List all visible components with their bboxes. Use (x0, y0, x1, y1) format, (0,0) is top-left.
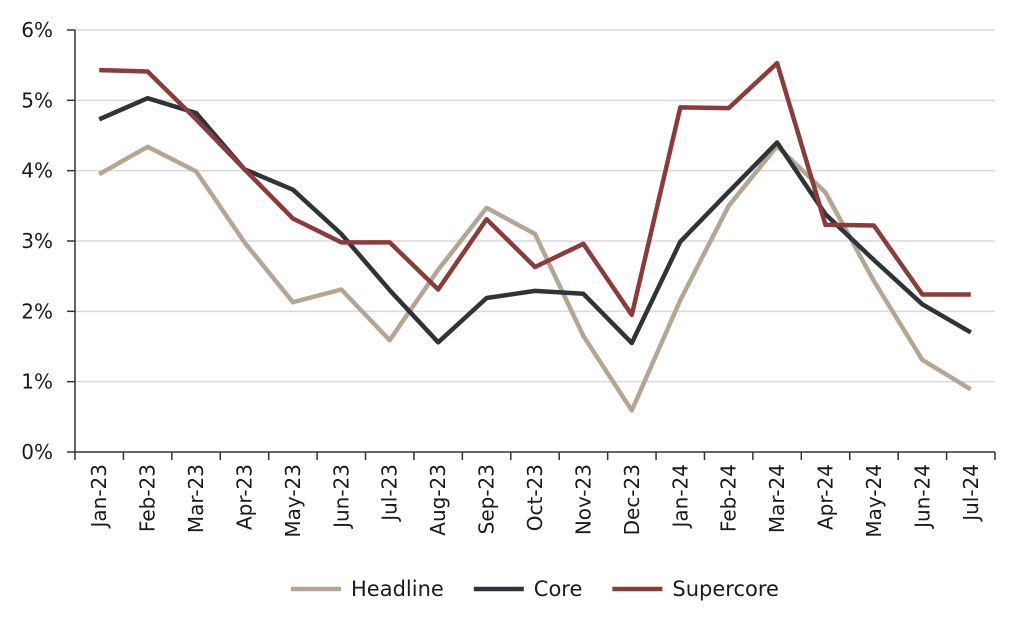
y-tick-label: 6% (21, 18, 53, 42)
x-tick-label: Jan-24 (668, 464, 692, 530)
x-tick-label: Oct-23 (523, 464, 547, 531)
legend-label: Headline (351, 577, 444, 601)
x-tick-label: Sep-23 (475, 464, 499, 534)
series-line-supercore (99, 60, 971, 318)
legend-item-headline: Headline (291, 577, 444, 601)
x-tick-label: Mar-23 (184, 464, 208, 533)
x-tick-label: Jul-24 (959, 464, 983, 523)
x-tick-label: May-24 (862, 464, 886, 538)
y-tick-label: 0% (21, 440, 53, 464)
series-lines (98, 60, 972, 413)
y-tick-label: 1% (21, 370, 53, 394)
x-tick-label: Aug-23 (426, 464, 450, 536)
y-tick-label: 3% (21, 229, 53, 253)
legend-item-supercore: Supercore (612, 577, 779, 601)
x-tick-label: Feb-23 (136, 464, 160, 532)
x-tick-label: Apr-23 (232, 464, 256, 530)
x-tick-label: May-23 (281, 464, 305, 538)
x-axis: Jan-23 Feb-23 Mar-23 Apr-23 May-23 Jun-23 Jul-… (74, 451, 996, 538)
series-line-headline (98, 143, 972, 413)
legend-label: Core (534, 577, 583, 601)
x-tick-label: Nov-23 (571, 464, 595, 535)
x-tick-label: Jul-23 (378, 464, 402, 523)
y-axis: 0% 1% 2% 3% 4% 5% 6% (21, 18, 76, 464)
x-tick-label: Mar-24 (765, 464, 789, 533)
x-tick-label: Dec-23 (620, 464, 644, 535)
x-tick-label: Apr-24 (814, 464, 838, 530)
y-tick-label: 4% (21, 159, 53, 183)
legend-item-core: Core (473, 577, 583, 601)
x-tick-label: Jun-24 (910, 464, 934, 530)
x-tick-label: Jan-23 (87, 464, 111, 530)
legend-label: Supercore (672, 577, 779, 601)
y-tick-label: 2% (21, 299, 53, 323)
gridlines (75, 29, 995, 383)
x-tick-label: Feb-24 (717, 464, 741, 532)
y-tick-label: 5% (21, 88, 53, 112)
legend: Headline Core Supercore (291, 577, 779, 601)
x-tick-label: Jun-23 (329, 464, 353, 530)
